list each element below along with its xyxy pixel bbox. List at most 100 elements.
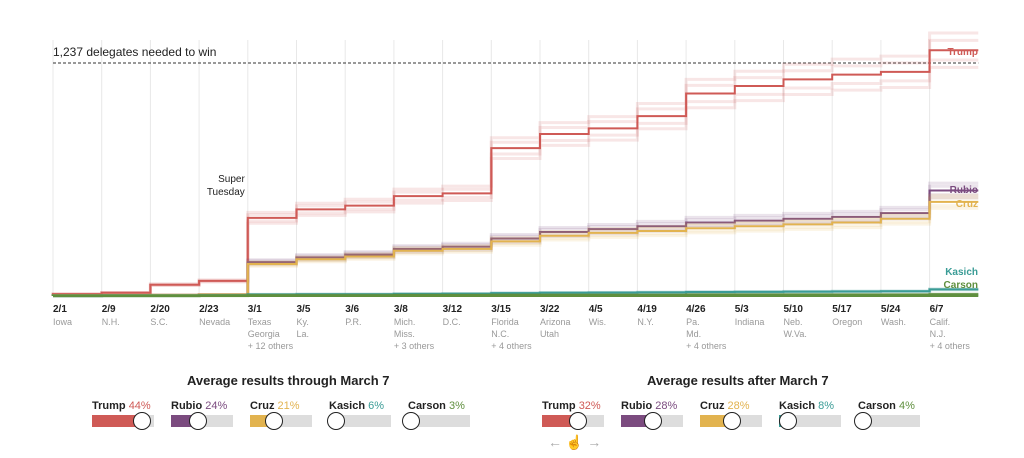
slider-kasich[interactable]: Kasich 8% [779, 400, 841, 430]
slider-trump[interactable]: Trump 44% [92, 400, 154, 430]
slider-track[interactable] [700, 412, 762, 430]
state-label: P.R. [345, 317, 361, 327]
date-tick-label: 3/1 [248, 304, 262, 315]
slider-handle[interactable] [643, 412, 662, 430]
slider-kasich[interactable]: Kasich 6% [326, 400, 391, 430]
candidate-percent: 28% [655, 400, 678, 412]
state-label: Ky. [297, 317, 309, 327]
date-tick-label: 2/23 [199, 304, 219, 315]
series-label-rubio: Rubio [950, 185, 978, 196]
state-label: + 4 others [930, 341, 971, 351]
date-tick-label: 2/20 [150, 304, 170, 315]
slider-track[interactable] [779, 412, 841, 430]
slider-carson[interactable]: Carson 3% [402, 400, 470, 430]
date-tick-label: 3/15 [491, 304, 511, 315]
slider-handle[interactable] [326, 412, 345, 430]
slider-track[interactable] [171, 412, 233, 430]
state-label: N.J. [930, 329, 946, 339]
controls-title: Average results after March 7 [647, 373, 829, 388]
slider-cruz[interactable]: Cruz 28% [700, 400, 762, 430]
slider-track[interactable] [250, 412, 312, 430]
series-line-trump [52, 49, 979, 296]
candidate-name: Cruz [700, 400, 725, 412]
state-label: Pa. [686, 317, 700, 327]
series-label-kasich: Kasich [945, 267, 978, 278]
slider-handle[interactable] [779, 412, 798, 430]
slider-label: Rubio 24% [171, 400, 233, 412]
date-tick-label: 2/1 [53, 304, 67, 315]
date-tick-label: 5/10 [784, 304, 804, 315]
slider-track[interactable] [621, 412, 683, 430]
slider-label: Kasich 8% [779, 400, 841, 412]
candidate-percent: 3% [448, 400, 465, 412]
arrow-right-icon: → [587, 434, 602, 450]
state-label: Iowa [53, 317, 72, 327]
slider-handle[interactable] [853, 412, 872, 430]
candidate-percent: 32% [578, 400, 601, 412]
date-tick-label: 5/17 [832, 304, 852, 315]
state-label: D.C. [443, 317, 461, 327]
slider-track[interactable] [92, 412, 154, 430]
state-label: + 12 others [248, 341, 294, 351]
slider-label: Cruz 21% [250, 400, 312, 412]
slider-track[interactable] [853, 412, 920, 430]
hand-pointer-icon: ☝ [565, 434, 584, 450]
date-tick-label: 3/5 [297, 304, 311, 315]
date-tick-label: 2/9 [102, 304, 116, 315]
candidate-name: Trump [92, 400, 126, 412]
threshold-label: 1,237 delegates needed to win [53, 45, 216, 59]
state-label: + 4 others [686, 341, 727, 351]
candidate-percent: 8% [818, 400, 835, 412]
series-label-carson: Carson [944, 280, 978, 291]
state-label: Texas [248, 317, 272, 327]
state-label: Oregon [832, 317, 862, 327]
slider-label: Trump 32% [542, 400, 604, 412]
slider-trump[interactable]: Trump 32% [542, 400, 604, 430]
slider-handle[interactable] [402, 412, 421, 430]
slider-track[interactable] [326, 412, 391, 430]
super-tuesday-annotation: Super [218, 174, 245, 185]
slider-rubio[interactable]: Rubio 28% [621, 400, 683, 430]
state-label: Mich. [394, 317, 416, 327]
candidate-name: Carson [858, 400, 896, 412]
slider-label: Trump 44% [92, 400, 154, 412]
slider-label: Rubio 28% [621, 400, 683, 412]
slider-handle[interactable] [132, 412, 151, 430]
state-label: Utah [540, 329, 559, 339]
slider-label: Carson 3% [408, 400, 470, 412]
state-label: Calif. [930, 317, 951, 327]
candidate-name: Cruz [250, 400, 275, 412]
slider-carson[interactable]: Carson 4% [853, 400, 920, 430]
projection-band-trump [51, 38, 979, 296]
state-label: La. [297, 329, 310, 339]
date-tick-label: 4/26 [686, 304, 706, 315]
candidate-percent: 28% [727, 400, 750, 412]
slider-handle[interactable] [569, 412, 588, 430]
slider-cruz[interactable]: Cruz 21% [250, 400, 312, 430]
candidate-percent: 21% [277, 400, 300, 412]
series-label-cruz: Cruz [956, 199, 978, 210]
slider-handle[interactable] [264, 412, 283, 430]
state-label: Neb. [784, 317, 803, 327]
projection-band-trump [51, 58, 979, 296]
slider-track[interactable] [542, 412, 604, 430]
state-label: Indiana [735, 317, 765, 327]
candidate-percent: 44% [128, 400, 151, 412]
state-label: Nevada [199, 317, 230, 327]
slider-handle[interactable] [722, 412, 741, 430]
slider-fill [542, 415, 579, 427]
date-tick-label: 5/24 [881, 304, 901, 315]
state-label: + 4 others [491, 341, 532, 351]
delegate-chart: 2/1 Iowa 2/9 N.H. 2/20 S.C. 2/23 Nevada 3/1 Texas… [51, 31, 979, 351]
date-tick-label: 3/6 [345, 304, 359, 315]
controls-title: Average results through March 7 [187, 373, 390, 388]
state-label: Md. [686, 329, 701, 339]
slider-label: Kasich 6% [329, 400, 391, 412]
candidate-name: Rubio [171, 400, 203, 412]
slider-rubio[interactable]: Rubio 24% [171, 400, 233, 430]
candidate-percent: 4% [898, 400, 915, 412]
date-tick-label: 3/12 [443, 304, 463, 315]
slider-handle[interactable] [189, 412, 208, 430]
candidate-name: Trump [542, 400, 576, 412]
slider-track[interactable] [402, 412, 470, 430]
